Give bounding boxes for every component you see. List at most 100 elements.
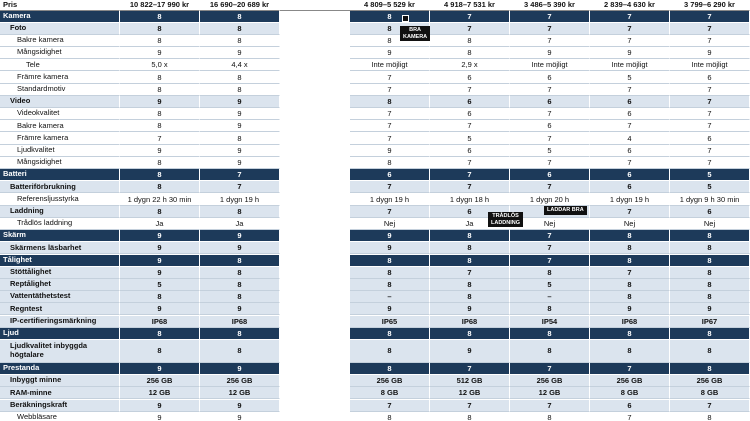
gap	[280, 217, 350, 231]
cell: 8	[350, 327, 430, 340]
cell: IP65	[350, 315, 430, 328]
cell: 7	[670, 22, 750, 35]
cell: 7	[670, 10, 750, 23]
cell: 12 GB	[510, 387, 590, 400]
cell: 7	[430, 10, 510, 23]
table-row: Tele 5,0 x 4,4 x Inte möjligt 2,9 x Inte möjl…	[0, 59, 750, 72]
gap	[280, 375, 350, 388]
cell: 8	[200, 71, 280, 84]
gap	[280, 132, 350, 145]
table-row: Bakre kamera 8 9 7 7 6 7 7	[0, 120, 750, 133]
table-row: Referensljusstyrka 1 dygn 22 h 30 min 1 dy…	[0, 193, 750, 206]
cell: 8	[430, 47, 510, 60]
row-label: Trådlös laddning	[0, 217, 120, 231]
cell: 7	[350, 132, 430, 145]
table-row: Ljud 8 8 8 8 8 8 8	[0, 327, 750, 340]
cell: IP68	[120, 315, 200, 328]
row-label: Webbläsare	[0, 411, 120, 421]
cell: 7	[510, 242, 590, 255]
gap	[280, 399, 350, 412]
row-label: Ljudkvalitet	[0, 144, 120, 157]
cell: 8	[200, 327, 280, 340]
cell: 9	[120, 254, 200, 267]
cell: 9	[200, 120, 280, 133]
cell: 6	[590, 169, 670, 182]
cell: 8	[670, 230, 750, 243]
cell: 4 809–5 529 kr	[350, 0, 430, 11]
cell: 8	[200, 254, 280, 267]
cell: 7	[510, 108, 590, 121]
cell: 8	[510, 327, 590, 340]
cell: –	[350, 291, 430, 304]
row-label: Batteri	[0, 169, 120, 182]
cell: IP68	[590, 315, 670, 328]
cell: 1 dygn 19 h	[590, 193, 670, 206]
gap	[280, 242, 350, 255]
cell: Inte möjligt	[590, 59, 670, 72]
cell: 8	[120, 205, 200, 218]
cell: 1 dygn 18 h	[430, 193, 510, 206]
cell: 7	[670, 399, 750, 412]
icon	[402, 15, 409, 22]
row-label: Skärmens läsbarhet	[0, 242, 120, 255]
cell: 8	[350, 278, 430, 292]
cell: 1 dygn 9 h 30 min	[670, 193, 750, 206]
cell: 7	[430, 22, 510, 35]
cell: 12 GB	[120, 387, 200, 400]
cell: Ja	[120, 217, 200, 231]
cell: 9	[120, 230, 200, 243]
cell: 6	[670, 205, 750, 218]
cell: 7	[350, 399, 430, 412]
cell: 7	[670, 95, 750, 109]
cell: 8	[200, 22, 280, 35]
cell: 8	[350, 10, 430, 23]
cell: 9	[120, 242, 200, 255]
cell: 8	[430, 230, 510, 243]
cell: 7	[510, 254, 590, 267]
cell: 9	[120, 303, 200, 316]
gap	[280, 327, 350, 340]
cell: 1 dygn 19 h	[350, 193, 430, 206]
table-row: Pris 10 822–17 990 kr 16 690–20 689 kr 4 80…	[0, 0, 750, 11]
cell: Inte möjligt	[670, 59, 750, 72]
row-label: Kamera	[0, 10, 120, 23]
table-row: RAM-minne 12 GB 12 GB 8 GB 12 GB 12 GB 8 GB 8 G…	[0, 387, 750, 400]
gap	[280, 22, 350, 35]
gap	[280, 303, 350, 316]
gap	[280, 34, 350, 48]
cell: 8	[120, 120, 200, 133]
cell: 9	[200, 144, 280, 157]
cell: 8	[510, 339, 590, 363]
cell: 1 dygn 20 h	[510, 193, 590, 206]
row-label: Tele	[0, 59, 120, 72]
cell: 4,4 x	[200, 59, 280, 72]
row-label: Reptålighet	[0, 278, 120, 292]
badge-text: LADDAR BRA	[547, 207, 584, 213]
cell: 7	[590, 34, 670, 48]
cell: 7	[350, 181, 430, 194]
cell: 6	[510, 120, 590, 133]
cell: 8	[120, 181, 200, 194]
cell: Inte möjligt	[510, 59, 590, 72]
cell: 7	[200, 181, 280, 194]
gap	[280, 266, 350, 279]
cell: 256 GB	[200, 375, 280, 388]
cell: 5	[430, 132, 510, 145]
cell: 7	[430, 266, 510, 279]
table-row: Ljudkvalitet 9 9 9 6 5 6 7	[0, 144, 750, 157]
cell: 512 GB	[430, 375, 510, 388]
table-row: Standardmotiv 8 8 7 7 7 7 7	[0, 83, 750, 96]
cell: 8	[430, 34, 510, 48]
cell: Nej	[670, 217, 750, 231]
cell: 7	[670, 156, 750, 170]
cell: 8	[510, 266, 590, 279]
cell: IP68	[200, 315, 280, 328]
table-row: Vattentäthetstest 8 8–8–8 8	[0, 291, 750, 304]
table-row: Tålighet 9 8 8 8 7 8 8	[0, 254, 750, 267]
gap	[280, 47, 350, 60]
cell: 5	[510, 278, 590, 292]
cell: 8	[430, 411, 510, 421]
cell: 7	[590, 83, 670, 96]
cell: 7	[590, 120, 670, 133]
cell: 6	[590, 108, 670, 121]
